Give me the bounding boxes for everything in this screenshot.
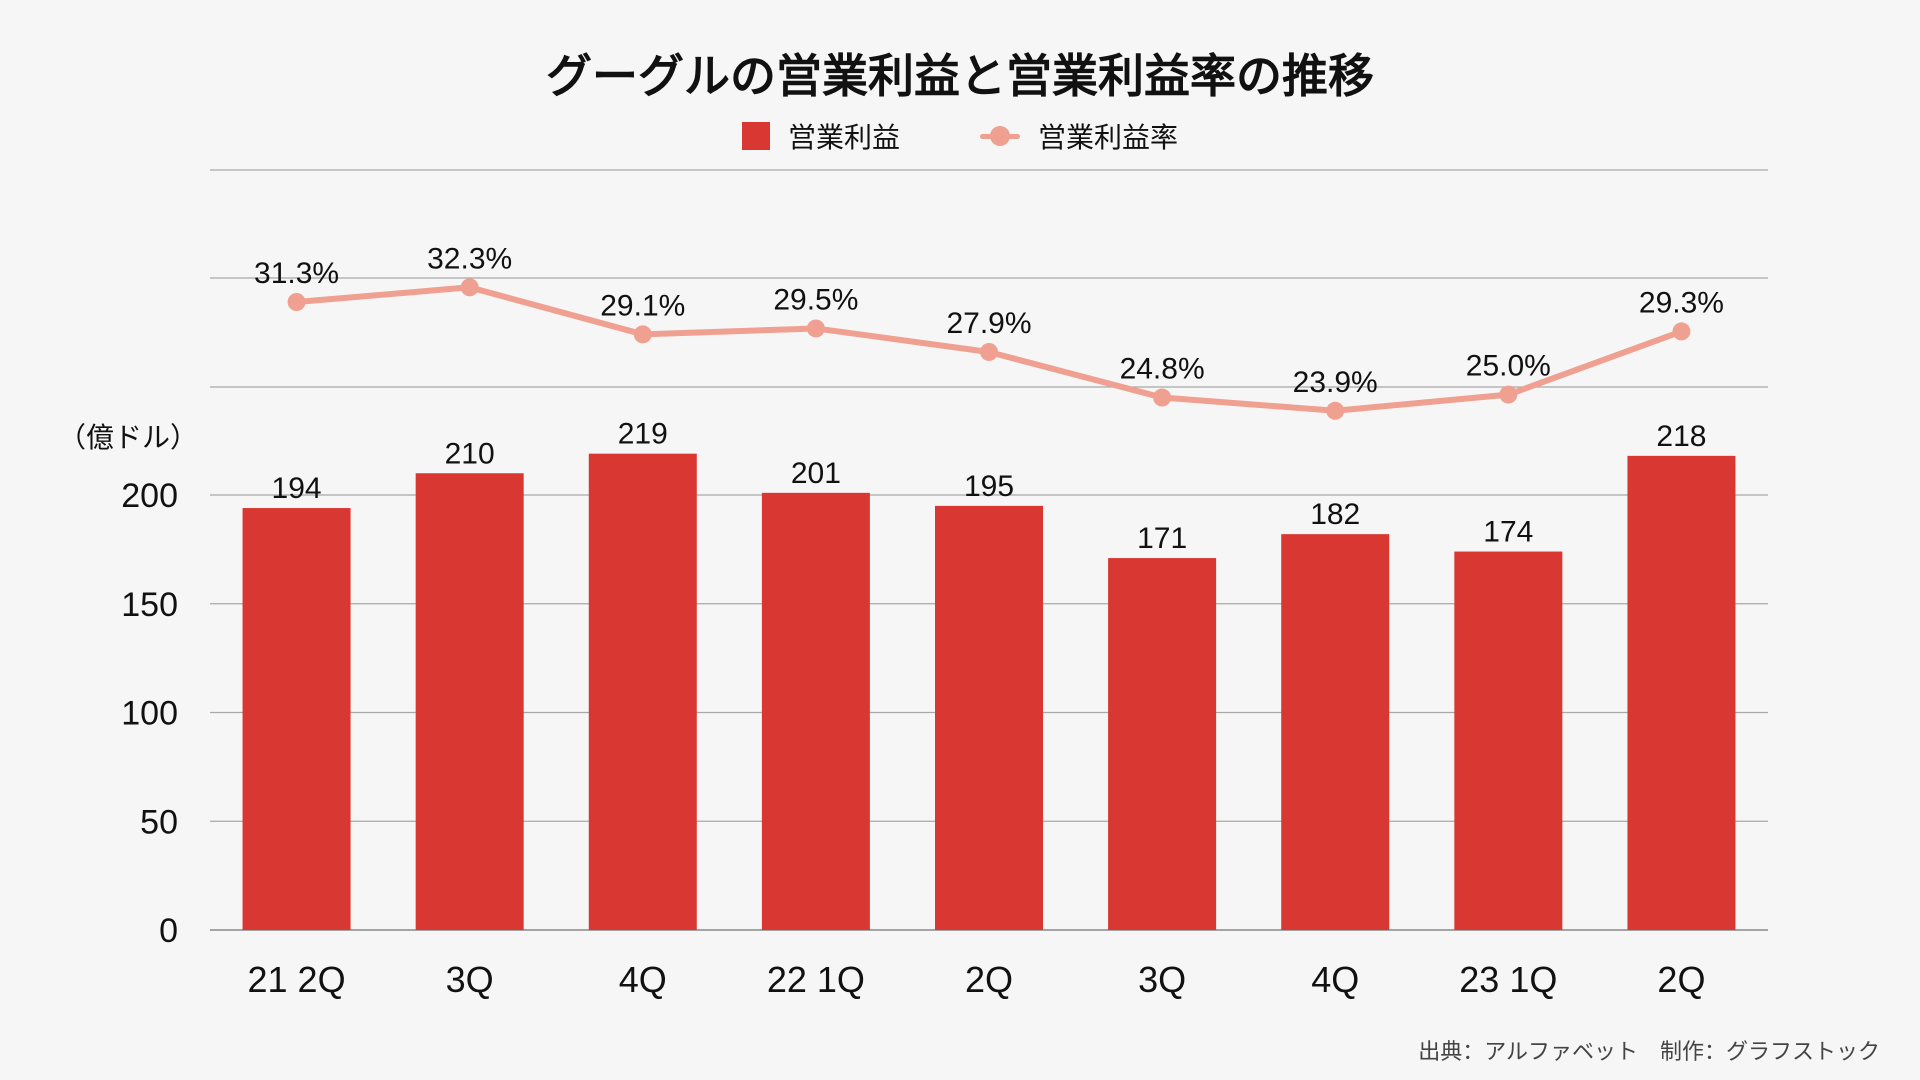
source-credit: 出典：アルファベット 制作：グラフストック xyxy=(1418,1040,1880,1065)
point-operating-margin xyxy=(806,319,825,338)
bar-value-label: 195 xyxy=(964,470,1014,503)
point-value-label: 29.5% xyxy=(773,283,858,316)
point-value-label: 25.0% xyxy=(1466,350,1551,383)
bar-operating-profit xyxy=(588,453,697,930)
point-operating-margin xyxy=(633,325,652,344)
point-operating-margin xyxy=(1672,322,1691,341)
point-value-label: 29.1% xyxy=(600,289,685,322)
x-tick-label: 2Q xyxy=(1657,959,1705,1000)
point-value-label: 32.3% xyxy=(427,242,512,275)
point-value-label: 31.3% xyxy=(254,257,339,290)
bar-value-label: 194 xyxy=(272,472,322,505)
x-tick-label: 2Q xyxy=(965,959,1013,1000)
legend-label-operating-margin: 営業利益率 xyxy=(1038,121,1179,154)
bar-value-label: 171 xyxy=(1137,522,1187,555)
point-value-label: 27.9% xyxy=(946,307,1031,340)
legend-label-operating-profit: 営業利益 xyxy=(787,121,900,154)
y-tick-label: 0 xyxy=(159,912,178,950)
bar-operating-profit xyxy=(935,505,1043,930)
chart-title: グーグルの営業利益と営業利益率の推移 xyxy=(546,49,1374,103)
legend: 営業利益 営業利益率 xyxy=(0,116,1920,156)
x-tick-label: 21 2Q xyxy=(248,959,346,1000)
point-operating-margin xyxy=(287,293,306,311)
legend-item-operating-profit: 営業利益 xyxy=(741,116,900,156)
point-operating-margin xyxy=(1153,388,1172,407)
bar-operating-profit xyxy=(1627,455,1736,930)
y-tick-label: 150 xyxy=(121,586,178,624)
y-tick-label: 100 xyxy=(121,695,178,733)
bar-value-label: 219 xyxy=(618,418,668,451)
bar-operating-profit xyxy=(1454,551,1563,930)
bar-value-label: 210 xyxy=(445,437,495,470)
point-value-label: 29.3% xyxy=(1639,286,1724,319)
y-tick-label: 200 xyxy=(121,477,178,515)
bar-operating-profit xyxy=(415,473,524,930)
point-operating-margin xyxy=(1499,385,1518,404)
legend-swatch-bar xyxy=(741,122,770,150)
x-tick-label: 22 1Q xyxy=(767,959,865,1000)
x-tick-label: 3Q xyxy=(446,959,494,1000)
point-operating-margin xyxy=(980,342,998,361)
point-value-label: 24.8% xyxy=(1120,353,1205,386)
x-tick-label: 23 1Q xyxy=(1459,959,1557,1000)
bar-value-label: 174 xyxy=(1483,516,1533,549)
bar-operating-profit xyxy=(1108,558,1217,930)
bar-value-label: 201 xyxy=(791,457,841,490)
bar-operating-profit xyxy=(1281,534,1390,930)
x-tick-label: 4Q xyxy=(619,959,667,1000)
legend-swatch-line xyxy=(980,122,1020,150)
y-tick-label: 50 xyxy=(140,803,178,841)
y-axis-unit-label: （億ドル） xyxy=(58,421,199,454)
bar-operating-profit xyxy=(761,492,870,930)
legend-item-operating-margin: 営業利益率 xyxy=(980,116,1178,156)
bar-value-label: 182 xyxy=(1310,498,1360,531)
point-value-label: 23.9% xyxy=(1293,366,1378,399)
x-tick-label: 3Q xyxy=(1138,959,1186,1000)
bar-operating-profit xyxy=(242,508,351,930)
x-tick-label: 4Q xyxy=(1311,959,1359,1000)
point-operating-margin xyxy=(460,278,479,297)
bar-value-label: 218 xyxy=(1656,420,1706,453)
point-operating-margin xyxy=(1326,401,1345,420)
